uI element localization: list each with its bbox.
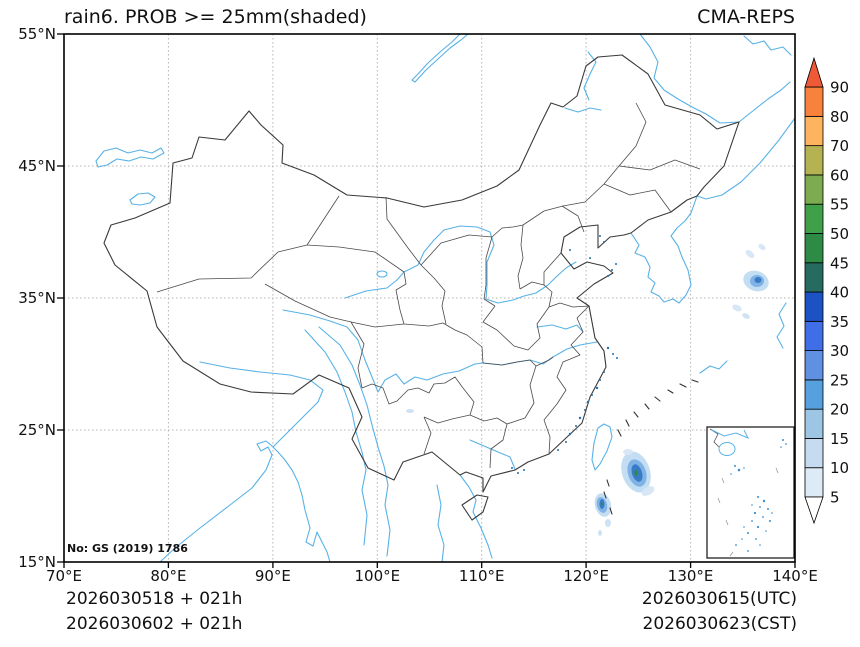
colorbar-segment (804, 408, 824, 439)
yangtze-river (282, 309, 598, 393)
huai-river (536, 324, 584, 333)
inset-china-coast (711, 429, 750, 439)
inset-faint-dashes (717, 467, 779, 557)
precip-shading (406, 243, 769, 536)
valid-time-cst: 2026030623(CST) (642, 614, 797, 634)
chart-title: rain6. PROB >= 25mm(shaded) (64, 6, 367, 28)
amur-river (639, 33, 791, 124)
x-tick-label: 140°E (772, 567, 818, 585)
colorbar-label: 80 (830, 108, 849, 126)
axis-ticks (57, 33, 796, 568)
x-tick-label: 100°E (354, 567, 401, 585)
taiwan-coast (591, 423, 613, 471)
russia-pacific-coast (696, 117, 796, 200)
colorbar-segment (804, 320, 824, 352)
pearl-river (469, 439, 516, 470)
colorbar-label: 70 (830, 137, 849, 155)
province-borders (156, 102, 701, 469)
lake-balkhash (95, 147, 165, 168)
colorbar-label: 35 (830, 313, 849, 331)
colorbar-label: 60 (830, 166, 849, 184)
x-tick-label: 70°E (45, 567, 83, 585)
rivers-lakes-coastlines (95, 33, 796, 563)
colorbar-label: 50 (830, 225, 849, 243)
qinghai-lake (376, 270, 388, 278)
mekong-river (318, 326, 391, 557)
south-china-sea-inset (706, 426, 795, 559)
colorbar-segment (804, 203, 824, 234)
colorbar-segment (804, 86, 824, 117)
colorbar-over-arrow (804, 56, 824, 88)
colorbar-label: 25 (830, 371, 849, 389)
init-time-cst: 2026030602 + 021h (66, 614, 243, 634)
colorbar-segment (804, 467, 824, 498)
colorbar-label: 55 (830, 196, 849, 214)
colorbar-label: 90 (830, 79, 849, 97)
colorbar-segment (804, 233, 824, 264)
colorbar-segment (804, 291, 824, 322)
x-tick-label: 80°E (150, 567, 187, 585)
y-tick-label: 35°N (18, 289, 56, 307)
japan-coast-bits (699, 302, 787, 374)
x-tick-label: 110°E (458, 567, 505, 585)
x-tick-label: 90°E (254, 567, 291, 585)
y-tick-label: 15°N (18, 553, 56, 571)
model-name: CMA-REPS (697, 6, 795, 28)
gridlines (64, 34, 795, 562)
colorbar-label: 30 (830, 342, 849, 360)
lake-issyk-kul (129, 192, 156, 206)
colorbar-segment (804, 262, 824, 293)
uda-river (743, 35, 792, 56)
colorbar-label: 5 (830, 489, 840, 507)
colorbar-segment (804, 174, 824, 205)
colorbar-segment (804, 438, 824, 469)
colorbar-label: 20 (830, 401, 849, 419)
colorbar-label: 40 (830, 284, 849, 302)
colorbar-under-arrow (804, 496, 824, 525)
vietnam-coast (459, 474, 493, 559)
yellow-river (344, 225, 577, 304)
korea-coast (630, 195, 698, 304)
bay-of-bengal-coast (159, 440, 331, 563)
y-tick-label: 45°N (18, 157, 56, 175)
inset-hainan (718, 442, 736, 456)
mekong-laos (436, 484, 445, 563)
y-tick-label: 55°N (18, 25, 56, 43)
valid-time-utc: 2026030615(UTC) (641, 589, 797, 609)
colorbar-segment (804, 379, 824, 410)
map-license-note: No: GS (2019) 1786 (67, 542, 188, 555)
island-arc-dashes (603, 379, 699, 515)
colorbar-segment (804, 350, 824, 381)
salween-river (304, 329, 368, 546)
national-border (103, 54, 740, 521)
coastal-island-dots (511, 235, 618, 474)
inset-island-specks (730, 439, 787, 552)
brahmaputra-river (199, 361, 324, 448)
colorbar-label: 15 (830, 430, 849, 448)
colorbar-label: 45 (830, 254, 849, 272)
y-tick-label: 25°N (18, 421, 56, 439)
colorbar-segment (804, 145, 824, 176)
x-tick-label: 130°E (667, 567, 714, 585)
argun-river (564, 51, 602, 113)
hainan-island (461, 494, 489, 521)
init-time-utc: 2026030518 + 021h (66, 589, 243, 609)
colorbar-segment (804, 115, 824, 147)
colorbar-label: 10 (830, 459, 849, 477)
x-tick-label: 120°E (563, 567, 609, 585)
